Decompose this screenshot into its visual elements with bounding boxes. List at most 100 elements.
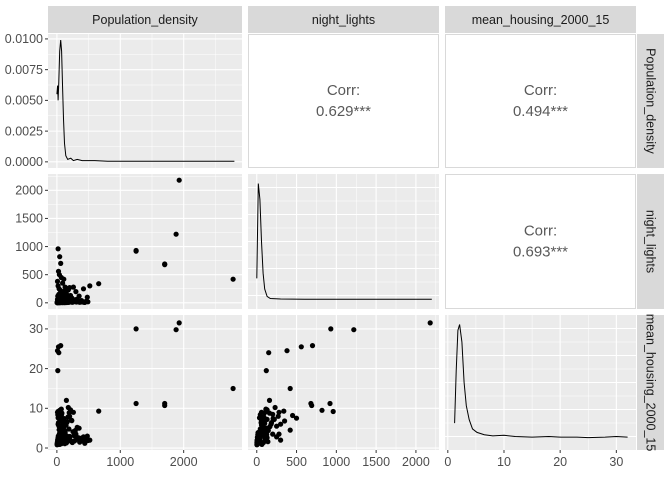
corr-value: 0.693*** (513, 244, 568, 261)
data-point (263, 406, 269, 412)
data-point (63, 436, 69, 442)
row-strip-label: Population_density (644, 48, 658, 154)
data-point (264, 431, 270, 438)
ticks-layer: 0.00000.00250.00500.00750.01000500100015… (5, 32, 624, 469)
data-point (266, 397, 273, 403)
data-point (270, 416, 276, 422)
data-point (55, 368, 61, 374)
x-tick-label: 0 (53, 455, 60, 469)
data-point (274, 423, 280, 429)
data-point (70, 429, 76, 435)
y-tick-label: 1000 (15, 240, 43, 254)
marks-layer: Corr: 0.629*** Corr: 0.494*** Corr: 0.693*** (54, 40, 628, 448)
data-point (173, 327, 179, 333)
data-point (63, 440, 69, 446)
y-tick-label: 0 (36, 441, 43, 455)
data-point (54, 278, 61, 284)
row-strip-mean_housing_2000_15 (637, 315, 664, 450)
data-point (55, 415, 61, 421)
data-point (173, 231, 179, 237)
x-tick-label: 1500 (362, 455, 390, 469)
row-strip-label: mean_housing_2000_15 (644, 314, 658, 452)
data-point (260, 439, 267, 446)
row-strip-label: night_lights (644, 210, 658, 273)
column-strip-label: night_lights (312, 13, 375, 27)
data-point (328, 326, 334, 332)
data-point (276, 409, 282, 415)
data-point (69, 418, 75, 424)
corr-value: 0.629*** (316, 103, 371, 120)
data-point (133, 326, 139, 332)
y-tick-label: 500 (22, 268, 43, 282)
corr-label: Corr: (327, 82, 360, 99)
data-point (351, 327, 357, 333)
data-point (309, 402, 315, 409)
y-tick-label: 0.0050 (5, 94, 43, 108)
data-point (59, 431, 65, 438)
data-point (133, 400, 139, 407)
data-point (256, 415, 263, 421)
y-tick-label: 1500 (15, 212, 43, 226)
data-point (55, 246, 61, 252)
data-point (427, 320, 433, 326)
data-point (80, 286, 87, 292)
data-point (257, 432, 263, 438)
data-point (73, 289, 79, 295)
data-point (162, 402, 168, 409)
corr-panel (248, 34, 439, 168)
data-point (256, 436, 262, 442)
data-point (66, 426, 72, 432)
data-point (276, 431, 282, 437)
y-tick-label: 2000 (15, 184, 43, 198)
column-strip-mean_housing_2000_15 (445, 6, 636, 33)
data-point (67, 407, 74, 413)
data-point (61, 276, 67, 282)
y-tick-label: 0.0000 (5, 155, 43, 169)
data-point (260, 424, 266, 430)
y-tick-label: 0.0075 (5, 63, 43, 77)
x-tick-label: 1000 (322, 455, 350, 469)
data-point (258, 428, 264, 434)
data-point (176, 177, 182, 183)
y-tick-label: 20 (29, 362, 43, 376)
data-point (287, 385, 293, 392)
data-point (60, 420, 67, 426)
data-point (267, 424, 273, 430)
data-point (162, 261, 168, 267)
data-point (96, 281, 102, 287)
corr-value: 0.494*** (513, 103, 568, 120)
data-point (67, 285, 73, 291)
density-line-night_lights (256, 183, 432, 300)
column-strip-Population_density (48, 6, 242, 33)
corr-label: Corr: (524, 82, 557, 99)
corr-label: Corr: (524, 223, 557, 240)
data-point (266, 410, 273, 416)
data-point (265, 427, 271, 434)
panel-background (48, 174, 242, 309)
corr-panel (445, 174, 636, 309)
data-point (62, 284, 68, 290)
data-point (264, 416, 270, 422)
data-point (59, 427, 65, 434)
data-point (63, 299, 69, 305)
data-point (87, 283, 93, 289)
data-point (56, 423, 62, 429)
density-line-mean_housing_2000_15 (454, 324, 628, 439)
data-point (327, 400, 333, 407)
data-point (133, 248, 139, 254)
y-tick-label: 0.0025 (5, 124, 43, 138)
data-point (61, 416, 67, 422)
x-tick-label: 500 (286, 455, 307, 469)
data-point (70, 284, 76, 290)
data-point (61, 288, 67, 294)
data-point (176, 320, 182, 326)
x-tick-label: 0 (444, 455, 451, 469)
data-point (284, 348, 290, 354)
data-point (287, 427, 293, 433)
data-point (63, 397, 69, 403)
data-point (70, 297, 76, 303)
row-strip-night_lights (637, 174, 664, 309)
x-tick-label: 30 (609, 455, 623, 469)
y-tick-label: 0 (36, 296, 43, 310)
